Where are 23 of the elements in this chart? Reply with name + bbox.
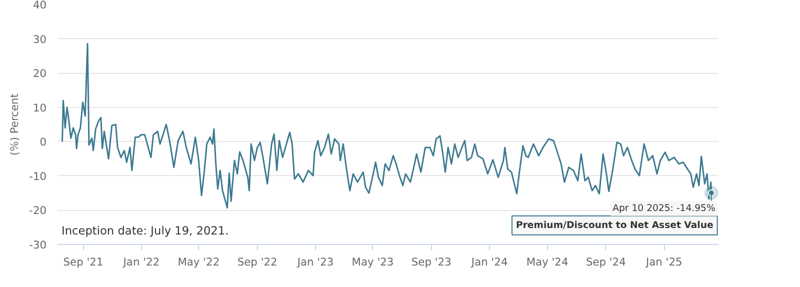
x-tick-label: Jan '25: [644, 256, 682, 268]
annotation: Inception date: July 19, 2021.: [62, 224, 229, 238]
y-tick-label: 40: [32, 0, 47, 12]
y-tick-label: 20: [32, 67, 47, 80]
x-tick-label: Jan '24: [470, 256, 508, 268]
x-tick-label: Jan '22: [122, 256, 160, 268]
x-tick-label: May '23: [352, 256, 394, 268]
y-tick-label: -30: [29, 238, 47, 252]
y-tick-label: -20: [29, 204, 47, 218]
y-axis-title: (%) Percent: [8, 94, 22, 156]
x-tick-label: Jan '23: [296, 256, 334, 268]
y-tick-label: 0: [40, 136, 47, 149]
x-tick-label: Sep '23: [411, 256, 452, 268]
annotation: Apr 10 2025: -14.95%: [612, 202, 716, 214]
x-tick-label: May '24: [526, 256, 568, 268]
text: Premium/Discount to Net Asset Value: [516, 220, 714, 231]
x-tick-label: Sep '21: [63, 256, 104, 268]
y-tick-label: -10: [29, 170, 47, 183]
y-tick-label: 10: [32, 101, 47, 114]
y-tick-label: 30: [32, 32, 47, 46]
x-tick-label: Sep '22: [237, 256, 278, 268]
x-tick-label: May '22: [178, 256, 220, 268]
x-tick-label: Sep '24: [586, 256, 626, 268]
